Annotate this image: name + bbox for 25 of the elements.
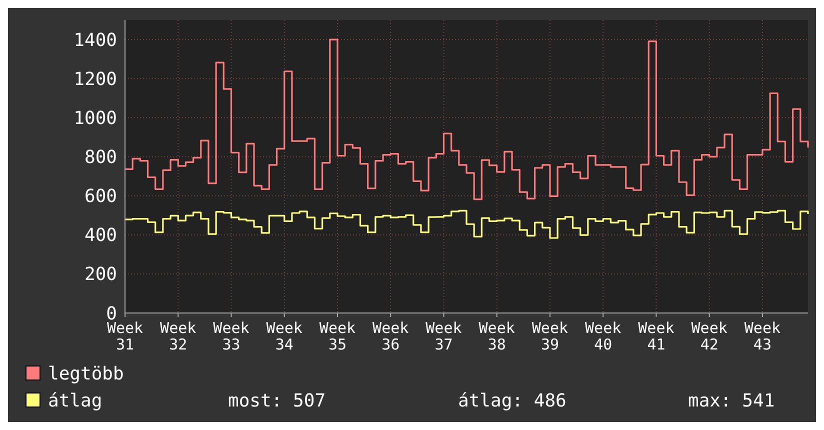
y-tick-label: 200 <box>84 264 117 286</box>
x-tick-label: Week 41 <box>638 319 674 354</box>
y-tick-label: 600 <box>84 186 117 208</box>
x-tick-label: Week 38 <box>478 319 515 354</box>
x-tick-label: Week 35 <box>319 319 356 354</box>
x-tick-label: Week 31 <box>106 319 144 354</box>
x-tick-label: Week 37 <box>426 319 462 354</box>
text: átlag: 486 <box>458 390 566 412</box>
x-tick-label: Week 33 <box>213 319 250 354</box>
y-tick-label: 1200 <box>74 68 117 90</box>
legend-label: átlag <box>48 390 102 412</box>
x-tick-label: Week 36 <box>372 319 409 354</box>
y-tick-label: 1000 <box>74 108 117 129</box>
x-tick-label: Week 43 <box>744 319 781 354</box>
text: most: 507 <box>228 390 326 412</box>
legend-label: legtöbb <box>48 363 124 384</box>
text: max: 541 <box>688 390 775 412</box>
x-tick-label: Week 34 <box>266 319 302 354</box>
x-tick-label: Week 32 <box>160 319 196 354</box>
x-tick-label: Week 40 <box>585 319 622 354</box>
y-tick-label: 1400 <box>74 30 117 51</box>
x-tick-label: Week 39 <box>532 319 568 354</box>
x-tick-label: Week 42 <box>691 319 728 354</box>
y-tick-label: 800 <box>84 147 117 168</box>
y-tick-label: 400 <box>84 225 117 246</box>
